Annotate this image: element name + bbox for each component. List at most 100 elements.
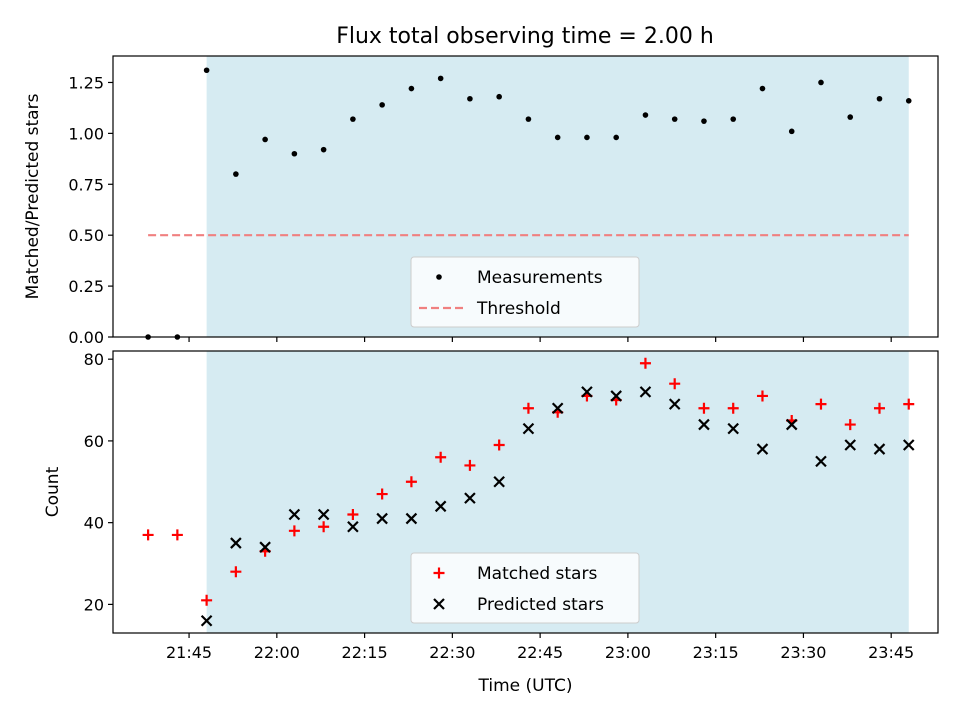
measurement-point: [525, 116, 532, 122]
measurement-point: [818, 79, 824, 86]
legend-symbols: [433, 567, 445, 610]
y-tick-label: 80: [84, 350, 104, 369]
predicted-stars-point: [200, 614, 213, 627]
predicted-stars-point: [317, 508, 330, 521]
matched-stars-point: [873, 402, 885, 414]
predicted-stars-point: [668, 398, 681, 410]
count-panel: Matched stars Predicted stars 21:45 22:00…: [43, 350, 939, 696]
y-tick-label: 0.25: [68, 277, 104, 296]
x-tick-label: 23:30: [780, 643, 826, 662]
predicted-stars-point: [464, 492, 476, 504]
predicted-stars-point: [522, 422, 535, 435]
legend-box: [410, 256, 640, 328]
legend-marker-swatch: [433, 567, 445, 579]
x-tick-label: 22:45: [517, 643, 563, 662]
matched-stars-point: [201, 594, 213, 606]
measurement-point: [437, 75, 444, 82]
matched-stars-point: [903, 398, 915, 410]
measurement-point: [203, 67, 210, 74]
measurement-point: [467, 95, 473, 102]
matched-stars-point: [171, 529, 183, 541]
predicted-stars-point: [405, 512, 418, 525]
matched-stars-point: [815, 398, 827, 410]
ratio-axes-frame: [112, 55, 939, 338]
measurement-point: [554, 134, 561, 141]
y-tick-label: 0.50: [68, 226, 104, 245]
measurement-point: [876, 95, 883, 102]
ratio-ticks: 0.00 0.25 0.50 0.75 1.00 1.25: [68, 73, 892, 347]
predicted-stars-point: [815, 455, 827, 468]
measurement-point: [788, 128, 795, 135]
measurement-point: [730, 116, 737, 122]
measurement-point: [379, 102, 385, 108]
measurement-point: [233, 171, 239, 177]
predicted-stars-point: [288, 508, 301, 521]
legend-label-predicted-stars: Predicted stars: [477, 595, 604, 615]
predicted-stars-point: [698, 418, 710, 431]
count-y-axis-label: Count: [43, 466, 63, 517]
y-tick-label: 1.00: [68, 124, 104, 143]
count-axes-frame: [112, 350, 939, 634]
measurement-point: [262, 136, 268, 143]
x-tick-label: 23:45: [868, 643, 914, 662]
measurement-point: [320, 146, 327, 153]
legend-marker-swatch: [433, 598, 445, 610]
y-tick-label: 1.25: [68, 73, 104, 92]
measurement-point: [847, 114, 854, 120]
chart-title: Flux total observing time = 2.00 h: [336, 24, 714, 49]
matched-stars-point: [405, 476, 417, 488]
measurement-point: [496, 93, 502, 100]
ratio-legend: Measurements Threshold: [410, 256, 640, 328]
matched-stars-point: [142, 529, 154, 541]
matched-stars-point: [230, 566, 242, 578]
y-tick-label: 40: [84, 514, 104, 533]
count-ticks: 21:45 22:00 22:15 22:30 22:45 23:00 23:15 23:30…: [84, 350, 915, 662]
matched-stars-point: [522, 402, 534, 414]
count-legend: Matched stars Predicted stars: [410, 552, 640, 624]
matched-stars-point: [347, 508, 359, 520]
matched-stars-point: [464, 459, 476, 471]
predicted-stars-point: [551, 402, 564, 414]
ratio-y-axis-label: Matched/Predicted stars: [23, 93, 43, 299]
matched-stars-point: [669, 378, 681, 390]
x-tick-label: 21:45: [166, 643, 212, 662]
matched-stars-point: [318, 521, 330, 533]
predicted-stars-point: [902, 439, 915, 451]
matched-stars-point: [844, 419, 856, 431]
predicted-stars-point: [873, 443, 886, 455]
predicted-stars-point: [756, 443, 769, 455]
predicted-stars-point: [844, 439, 857, 451]
predicted-stars-point: [434, 500, 447, 513]
legend-label-measurements: Measurements: [477, 268, 603, 288]
legend-label-threshold: Threshold: [476, 299, 561, 319]
x-tick-label: 23:15: [693, 643, 739, 662]
x-tick-label: 22:00: [254, 643, 300, 662]
y-tick-label: 0.75: [68, 175, 104, 194]
matched-stars-point: [435, 451, 447, 463]
matched-stars-point: [698, 402, 710, 414]
legend-marker-swatch: [436, 274, 442, 280]
matched-stars-point: [727, 402, 739, 414]
count-marks: [142, 357, 915, 627]
x-tick-label: 23:00: [605, 643, 651, 662]
legend-box: [410, 552, 640, 624]
measurement-point: [584, 134, 590, 141]
matched-stars-point: [756, 390, 768, 402]
predicted-stars-point: [230, 537, 242, 549]
matched-stars-point: [288, 525, 300, 537]
measurement-point: [905, 97, 912, 104]
measurement-point: [671, 116, 678, 122]
ratio-panel: Measurements Threshold 0.00 0.25 0.50 0.75 1…: [23, 55, 939, 347]
measurement-point: [350, 116, 356, 122]
x-axis-label: Time (UTC): [478, 676, 573, 696]
measurement-point: [291, 150, 298, 157]
matched-stars-point: [493, 439, 505, 451]
legend-label-matched-stars: Matched stars: [477, 564, 597, 584]
predicted-stars-point: [727, 422, 739, 435]
measurement-point: [408, 85, 415, 92]
predicted-stars-point: [610, 390, 622, 402]
predicted-stars-point: [785, 418, 798, 431]
predicted-stars-point: [259, 541, 271, 553]
measurement-point: [613, 134, 619, 141]
